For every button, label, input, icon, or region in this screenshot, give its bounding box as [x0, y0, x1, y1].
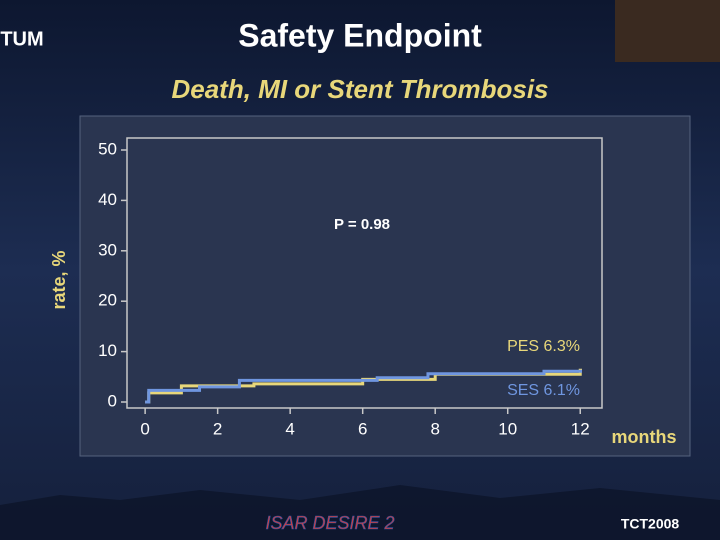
logo-left: TUM: [0, 28, 43, 50]
chart-panel: [79, 115, 691, 457]
x-tick-label: 12: [571, 419, 590, 438]
x-tick-label: 8: [430, 419, 439, 438]
survival-curve: [145, 369, 582, 404]
y-tick-label: 40: [98, 190, 117, 209]
x-tick-label: 4: [285, 419, 294, 438]
survival-curve: [145, 368, 582, 404]
y-tick-label: 30: [98, 240, 117, 259]
pes-label: PES 6.3%: [507, 338, 580, 355]
ses-label: SES 6.1%: [507, 382, 580, 399]
skyline: [0, 485, 720, 540]
chart-subtitle: Death, MI or Stent Thrombosis: [171, 74, 548, 104]
logo-right: TCT2008: [621, 516, 680, 532]
chart-title: Safety Endpoint: [238, 17, 482, 53]
plot-frame: [126, 137, 603, 409]
y-axis-label: rate, %: [49, 250, 69, 309]
x-tick-label: 6: [358, 419, 367, 438]
p-value: P = 0.98: [334, 216, 390, 233]
x-tick-label: 2: [213, 419, 222, 438]
y-tick-label: 20: [98, 291, 117, 310]
x-tick-label: 10: [498, 419, 517, 438]
y-tick-label: 10: [98, 341, 117, 360]
city-photo: [615, 0, 720, 62]
y-tick-label: 50: [98, 139, 117, 158]
footer: ISAR DESIRE 2: [265, 513, 394, 533]
y-tick-label: 0: [108, 391, 117, 410]
x-axis-label: months: [612, 427, 677, 447]
x-tick-label: 0: [140, 419, 149, 438]
